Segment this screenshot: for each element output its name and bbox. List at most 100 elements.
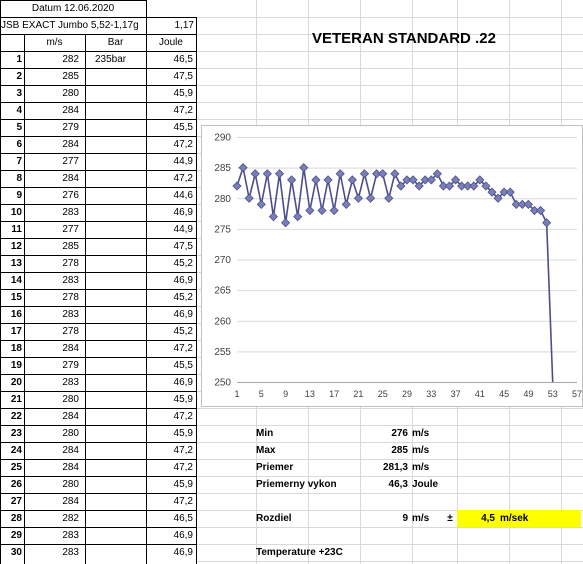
velocity-cell[interactable]: 280	[62, 394, 79, 405]
row-number[interactable]: 24	[10, 445, 22, 456]
velocity-cell[interactable]: 284	[62, 462, 79, 473]
row-number[interactable]: 18	[10, 343, 22, 354]
half-spread-value[interactable]: 4,5	[481, 513, 495, 524]
row-number[interactable]: 6	[16, 139, 22, 150]
spread-value[interactable]: 9	[402, 513, 408, 524]
row-number[interactable]: 14	[10, 275, 22, 286]
avg-label[interactable]: Priemer	[256, 462, 294, 473]
row-number[interactable]: 8	[16, 173, 22, 184]
velocity-cell[interactable]: 279	[62, 360, 79, 371]
row-number[interactable]: 28	[10, 513, 22, 524]
velocity-cell[interactable]: 278	[62, 258, 79, 269]
row-number[interactable]: 5	[16, 122, 22, 133]
pellet-cell[interactable]: JSB EXACT Jumbo 5,52-1,17g	[1, 20, 139, 31]
velocity-cell[interactable]: 283	[62, 207, 79, 218]
plus-minus-sign[interactable]: ±	[447, 513, 453, 524]
header-energy[interactable]: Joule	[159, 37, 183, 48]
velocity-chart[interactable]: 250 255 260 265 270 275 280 285 290 1 5 9 13 17 21 25 29…	[201, 125, 583, 407]
row-number[interactable]: 19	[10, 360, 22, 371]
velocity-cell[interactable]: 283	[62, 309, 79, 320]
min-label[interactable]: Min	[256, 428, 274, 439]
row-number[interactable]: 30	[10, 547, 22, 558]
velocity-cell[interactable]: 277	[62, 224, 79, 235]
energy-cell[interactable]: 46,9	[173, 377, 193, 388]
velocity-cell[interactable]: 280	[62, 428, 79, 439]
energy-cell[interactable]: 45,2	[173, 292, 193, 303]
velocity-cell[interactable]: 280	[62, 88, 79, 99]
velocity-cell[interactable]: 278	[62, 292, 79, 303]
velocity-cell[interactable]: 282	[62, 513, 79, 524]
velocity-cell[interactable]: 283	[62, 530, 79, 541]
chart-title[interactable]: VETERAN STANDARD .22	[312, 30, 496, 47]
temperature-cell[interactable]: Temperature +23C	[256, 547, 343, 558]
row-number[interactable]: 15	[10, 292, 22, 303]
energy-cell[interactable]: 47,2	[173, 343, 193, 354]
header-pressure[interactable]: Bar	[107, 37, 124, 48]
header-velocity[interactable]: m/s	[46, 37, 63, 48]
energy-cell[interactable]: 45,2	[173, 326, 193, 337]
avg-value[interactable]: 281,3	[382, 462, 408, 473]
velocity-cell[interactable]: 283	[62, 547, 79, 558]
row-number[interactable]: 7	[16, 156, 22, 167]
row-number[interactable]: 27	[10, 496, 22, 507]
energy-cell[interactable]: 46,5	[173, 54, 193, 65]
energy-cell[interactable]: 45,5	[173, 360, 193, 371]
energy-cell[interactable]: 46,5	[173, 513, 193, 524]
row-number[interactable]: 25	[10, 462, 22, 473]
velocity-cell[interactable]: 276	[62, 190, 79, 201]
energy-cell[interactable]: 47,2	[173, 139, 193, 150]
min-unit[interactable]: m/s	[412, 428, 430, 439]
velocity-cell[interactable]: 284	[62, 445, 79, 456]
energy-cell[interactable]: 47,2	[173, 496, 193, 507]
energy-cell[interactable]: 44,6	[173, 190, 193, 201]
row-number[interactable]: 17	[10, 326, 22, 337]
energy-cell[interactable]: 46,9	[173, 309, 193, 320]
row-number[interactable]: 20	[10, 377, 22, 388]
max-unit[interactable]: m/s	[412, 445, 430, 456]
velocity-cell[interactable]: 284	[62, 105, 79, 116]
energy-cell[interactable]: 45,2	[173, 258, 193, 269]
row-number[interactable]: 29	[10, 530, 22, 541]
row-number[interactable]: 9	[16, 190, 22, 201]
row-number[interactable]: 10	[10, 207, 22, 218]
velocity-cell[interactable]: 283	[62, 275, 79, 286]
velocity-cell[interactable]: 285	[62, 241, 79, 252]
velocity-cell[interactable]: 282	[62, 54, 79, 65]
energy-cell[interactable]: 46,9	[173, 275, 193, 286]
energy-cell[interactable]: 47,5	[173, 241, 193, 252]
row-number[interactable]: 21	[10, 394, 22, 405]
energy-cell[interactable]: 45,9	[173, 479, 193, 490]
max-label[interactable]: Max	[256, 445, 276, 456]
velocity-cell[interactable]: 284	[62, 343, 79, 354]
date-cell[interactable]: Datum 12.06.2020	[31, 3, 115, 14]
row-number[interactable]: 3	[16, 88, 22, 99]
velocity-cell[interactable]: 284	[62, 411, 79, 422]
velocity-cell[interactable]: 284	[62, 173, 79, 184]
row-number[interactable]: 12	[10, 241, 22, 252]
velocity-cell[interactable]: 284	[62, 139, 79, 150]
row-number[interactable]: 23	[10, 428, 22, 439]
row-number[interactable]: 26	[10, 479, 22, 490]
energy-cell[interactable]: 45,9	[173, 394, 193, 405]
row-number[interactable]: 4	[16, 105, 22, 116]
velocity-cell[interactable]: 277	[62, 156, 79, 167]
energy-cell[interactable]: 45,5	[173, 122, 193, 133]
velocity-cell[interactable]: 284	[62, 496, 79, 507]
half-spread-unit[interactable]: m/sek	[500, 513, 529, 524]
row-number[interactable]: 16	[10, 309, 22, 320]
avg-energy-value[interactable]: 46,3	[388, 479, 408, 490]
pressure-cell[interactable]: 235bar	[95, 54, 127, 65]
velocity-cell[interactable]: 278	[62, 326, 79, 337]
max-value[interactable]: 285	[391, 445, 408, 456]
energy-cell[interactable]: 45,9	[173, 88, 193, 99]
row-number[interactable]: 11	[11, 224, 22, 235]
energy-cell[interactable]: 47,2	[173, 105, 193, 116]
energy-cell[interactable]: 46,9	[173, 530, 193, 541]
energy-cell[interactable]: 47,2	[173, 411, 193, 422]
velocity-cell[interactable]: 279	[62, 122, 79, 133]
energy-cell[interactable]: 46,9	[173, 207, 193, 218]
spread-label[interactable]: Rozdiel	[256, 513, 292, 524]
avg-unit[interactable]: m/s	[412, 462, 430, 473]
energy-cell[interactable]: 44,9	[173, 224, 193, 235]
avg-energy-label[interactable]: Priemerny vykon	[256, 479, 337, 490]
